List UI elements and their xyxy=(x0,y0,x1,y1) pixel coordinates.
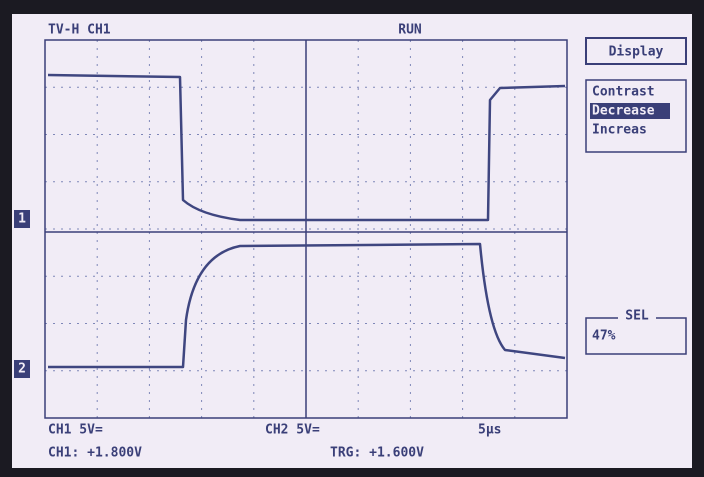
ch2-marker: 2 xyxy=(18,362,26,377)
ch1-scale: CH1 5V= xyxy=(48,423,103,438)
sel-value[interactable]: 47% xyxy=(592,329,616,344)
ch1-marker-box xyxy=(14,210,30,228)
menu-title-box[interactable] xyxy=(585,37,687,65)
ch2-scale: CH2 5V= xyxy=(265,423,320,438)
display xyxy=(12,14,692,468)
menu-item[interactable]: Decrease xyxy=(592,104,655,119)
ch1-offset: CH1: +1.800V xyxy=(48,446,142,461)
timebase: 5µs xyxy=(478,423,501,438)
ch1-marker: 1 xyxy=(18,212,26,227)
ch2-marker-box xyxy=(14,360,30,378)
sel-label: SEL xyxy=(625,309,649,324)
trigger-level: TRG: +1.600V xyxy=(330,446,424,461)
sel-label-bg xyxy=(618,308,656,324)
ch1-trace xyxy=(47,73,566,222)
ch2-trace xyxy=(48,242,566,369)
menu-title[interactable]: Display xyxy=(609,45,664,60)
mode-label: TV-H CH1 xyxy=(48,23,111,38)
menu-item[interactable]: Contrast xyxy=(592,85,655,100)
contrast-box xyxy=(585,79,687,153)
run-status: RUN xyxy=(398,23,422,38)
menu-item[interactable]: Increas xyxy=(592,123,647,138)
selected-highlight xyxy=(590,103,670,119)
